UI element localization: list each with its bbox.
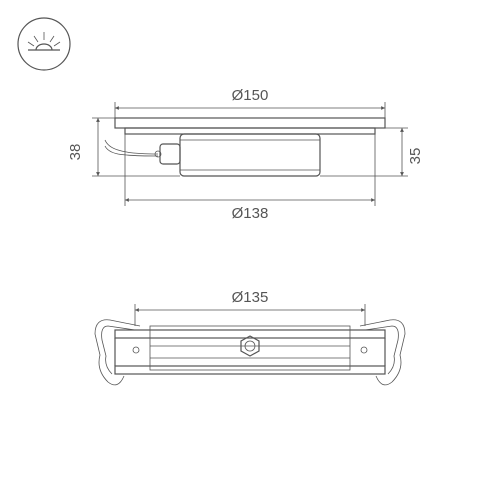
dim-d150: Ø150 <box>115 87 385 118</box>
top-elevation: Ø150 Ø138 38 35 <box>67 87 424 222</box>
dim-d150-label: Ø150 <box>232 87 269 104</box>
dim-h38: 38 <box>67 118 180 176</box>
dim-h35: 35 <box>320 128 424 176</box>
dim-d138: Ø138 <box>125 134 375 222</box>
dim-d135-label: Ø135 <box>232 289 269 306</box>
dim-d135: Ø135 <box>135 289 365 326</box>
dim-h38-label: 38 <box>67 144 84 161</box>
dim-h35-label: 35 <box>407 148 424 165</box>
technical-drawing: Ø150 Ø138 38 35 <box>0 0 500 500</box>
dim-d138-label: Ø138 <box>232 205 269 222</box>
fixture-type-icon <box>18 18 70 70</box>
bottom-elevation: Ø135 <box>95 289 405 385</box>
